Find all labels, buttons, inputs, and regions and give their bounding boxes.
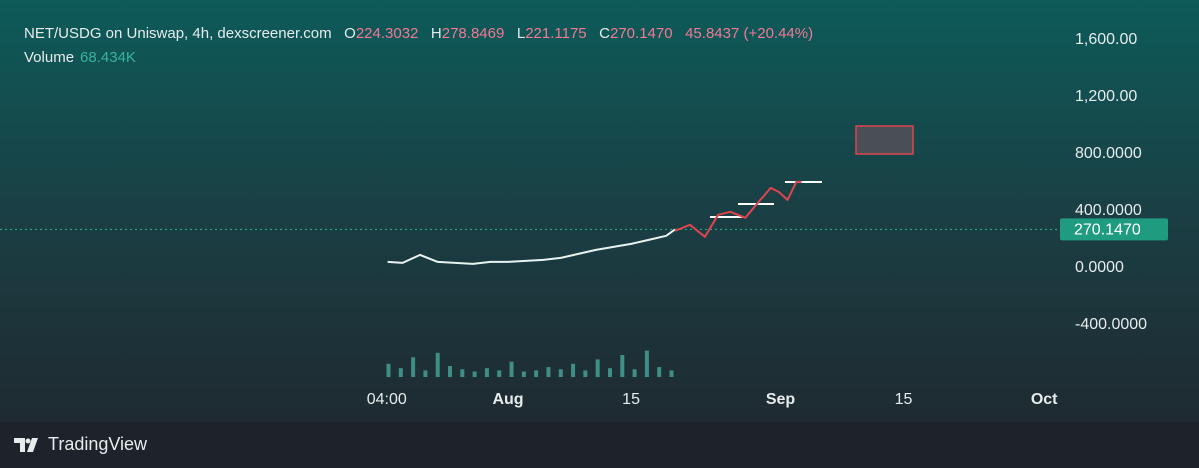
volume-bar xyxy=(497,370,502,377)
volume-bar xyxy=(571,363,576,377)
label: H xyxy=(430,25,442,42)
volume-bar xyxy=(472,371,477,377)
y-tick-label: 800.0000 xyxy=(1075,145,1142,162)
x-tick-label: Aug xyxy=(492,391,523,408)
volume-bar xyxy=(583,370,588,377)
volume-bar xyxy=(484,368,489,377)
label: Volume xyxy=(24,49,75,66)
volume-bar xyxy=(448,366,453,377)
volume-bar xyxy=(521,371,526,377)
chart-background xyxy=(0,0,1199,422)
volume-bar xyxy=(398,368,403,377)
volume-bar xyxy=(460,369,465,377)
label: C xyxy=(599,25,610,42)
volume-legend: Volume 68.434K xyxy=(24,49,136,66)
volume-bar xyxy=(534,370,539,377)
volume-bar xyxy=(632,369,637,377)
y-tick-label: 1,200.00 xyxy=(1075,88,1137,105)
volume-bar xyxy=(669,370,674,377)
x-tick-label: Sep xyxy=(766,391,796,408)
volume-bar xyxy=(435,352,440,377)
price-line xyxy=(387,228,676,265)
brand[interactable]: TradingView xyxy=(14,434,147,455)
volume-bar xyxy=(657,367,662,377)
label: L xyxy=(516,25,526,42)
volume-bar xyxy=(607,368,612,377)
volume-bar xyxy=(558,369,563,377)
label: O xyxy=(344,25,356,42)
change: 45.8437 (+20.44%) xyxy=(685,25,814,42)
logo xyxy=(14,437,38,452)
symbol: NET/USDG on Uniswap, 4h, dexscreener.com xyxy=(24,25,332,42)
open: 224.3032 xyxy=(355,25,419,42)
volume-bar xyxy=(644,350,649,377)
y-tick-label: 1,600.00 xyxy=(1075,31,1137,48)
x-tick-label: 15 xyxy=(895,391,913,408)
footer-bar xyxy=(0,422,1199,468)
x-tick-label: Oct xyxy=(1031,391,1058,408)
legend-header: NET/USDG on Uniswap, 4h, dexscreener.com… xyxy=(24,25,813,42)
y-tick-label: 0.0000 xyxy=(1075,259,1124,276)
low: 221.1175 xyxy=(525,25,587,42)
close: 270.1470 xyxy=(610,25,673,42)
brand-name: TradingView xyxy=(48,434,148,454)
x-tick-label: 15 xyxy=(622,391,640,408)
drawing-box xyxy=(855,125,914,155)
volume-bar xyxy=(509,361,514,377)
y-tick-label: -400.0000 xyxy=(1075,316,1147,333)
volume-bar xyxy=(620,355,625,377)
volume-bar xyxy=(423,370,428,377)
y-tick-label: 400.0000 xyxy=(1075,202,1142,219)
volume-bar xyxy=(595,359,600,377)
volume-bar xyxy=(411,357,416,377)
x-tick-label: 04:00 xyxy=(367,391,407,408)
last-price-box xyxy=(1060,218,1168,241)
last-price-label: 270.1470 xyxy=(1074,222,1141,239)
volume-bar xyxy=(546,367,551,377)
volume-bar xyxy=(386,363,391,377)
high: 278.8469 xyxy=(441,25,505,42)
price-line xyxy=(674,180,802,238)
volume: 68.434K xyxy=(80,49,136,66)
